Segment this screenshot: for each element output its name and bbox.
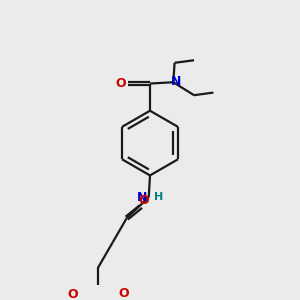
Text: O: O — [116, 77, 126, 90]
Text: N: N — [137, 191, 147, 204]
Text: N: N — [171, 75, 182, 88]
Text: H: H — [154, 192, 163, 203]
Text: O: O — [67, 288, 78, 300]
Text: O: O — [138, 194, 149, 207]
Text: O: O — [119, 287, 129, 300]
